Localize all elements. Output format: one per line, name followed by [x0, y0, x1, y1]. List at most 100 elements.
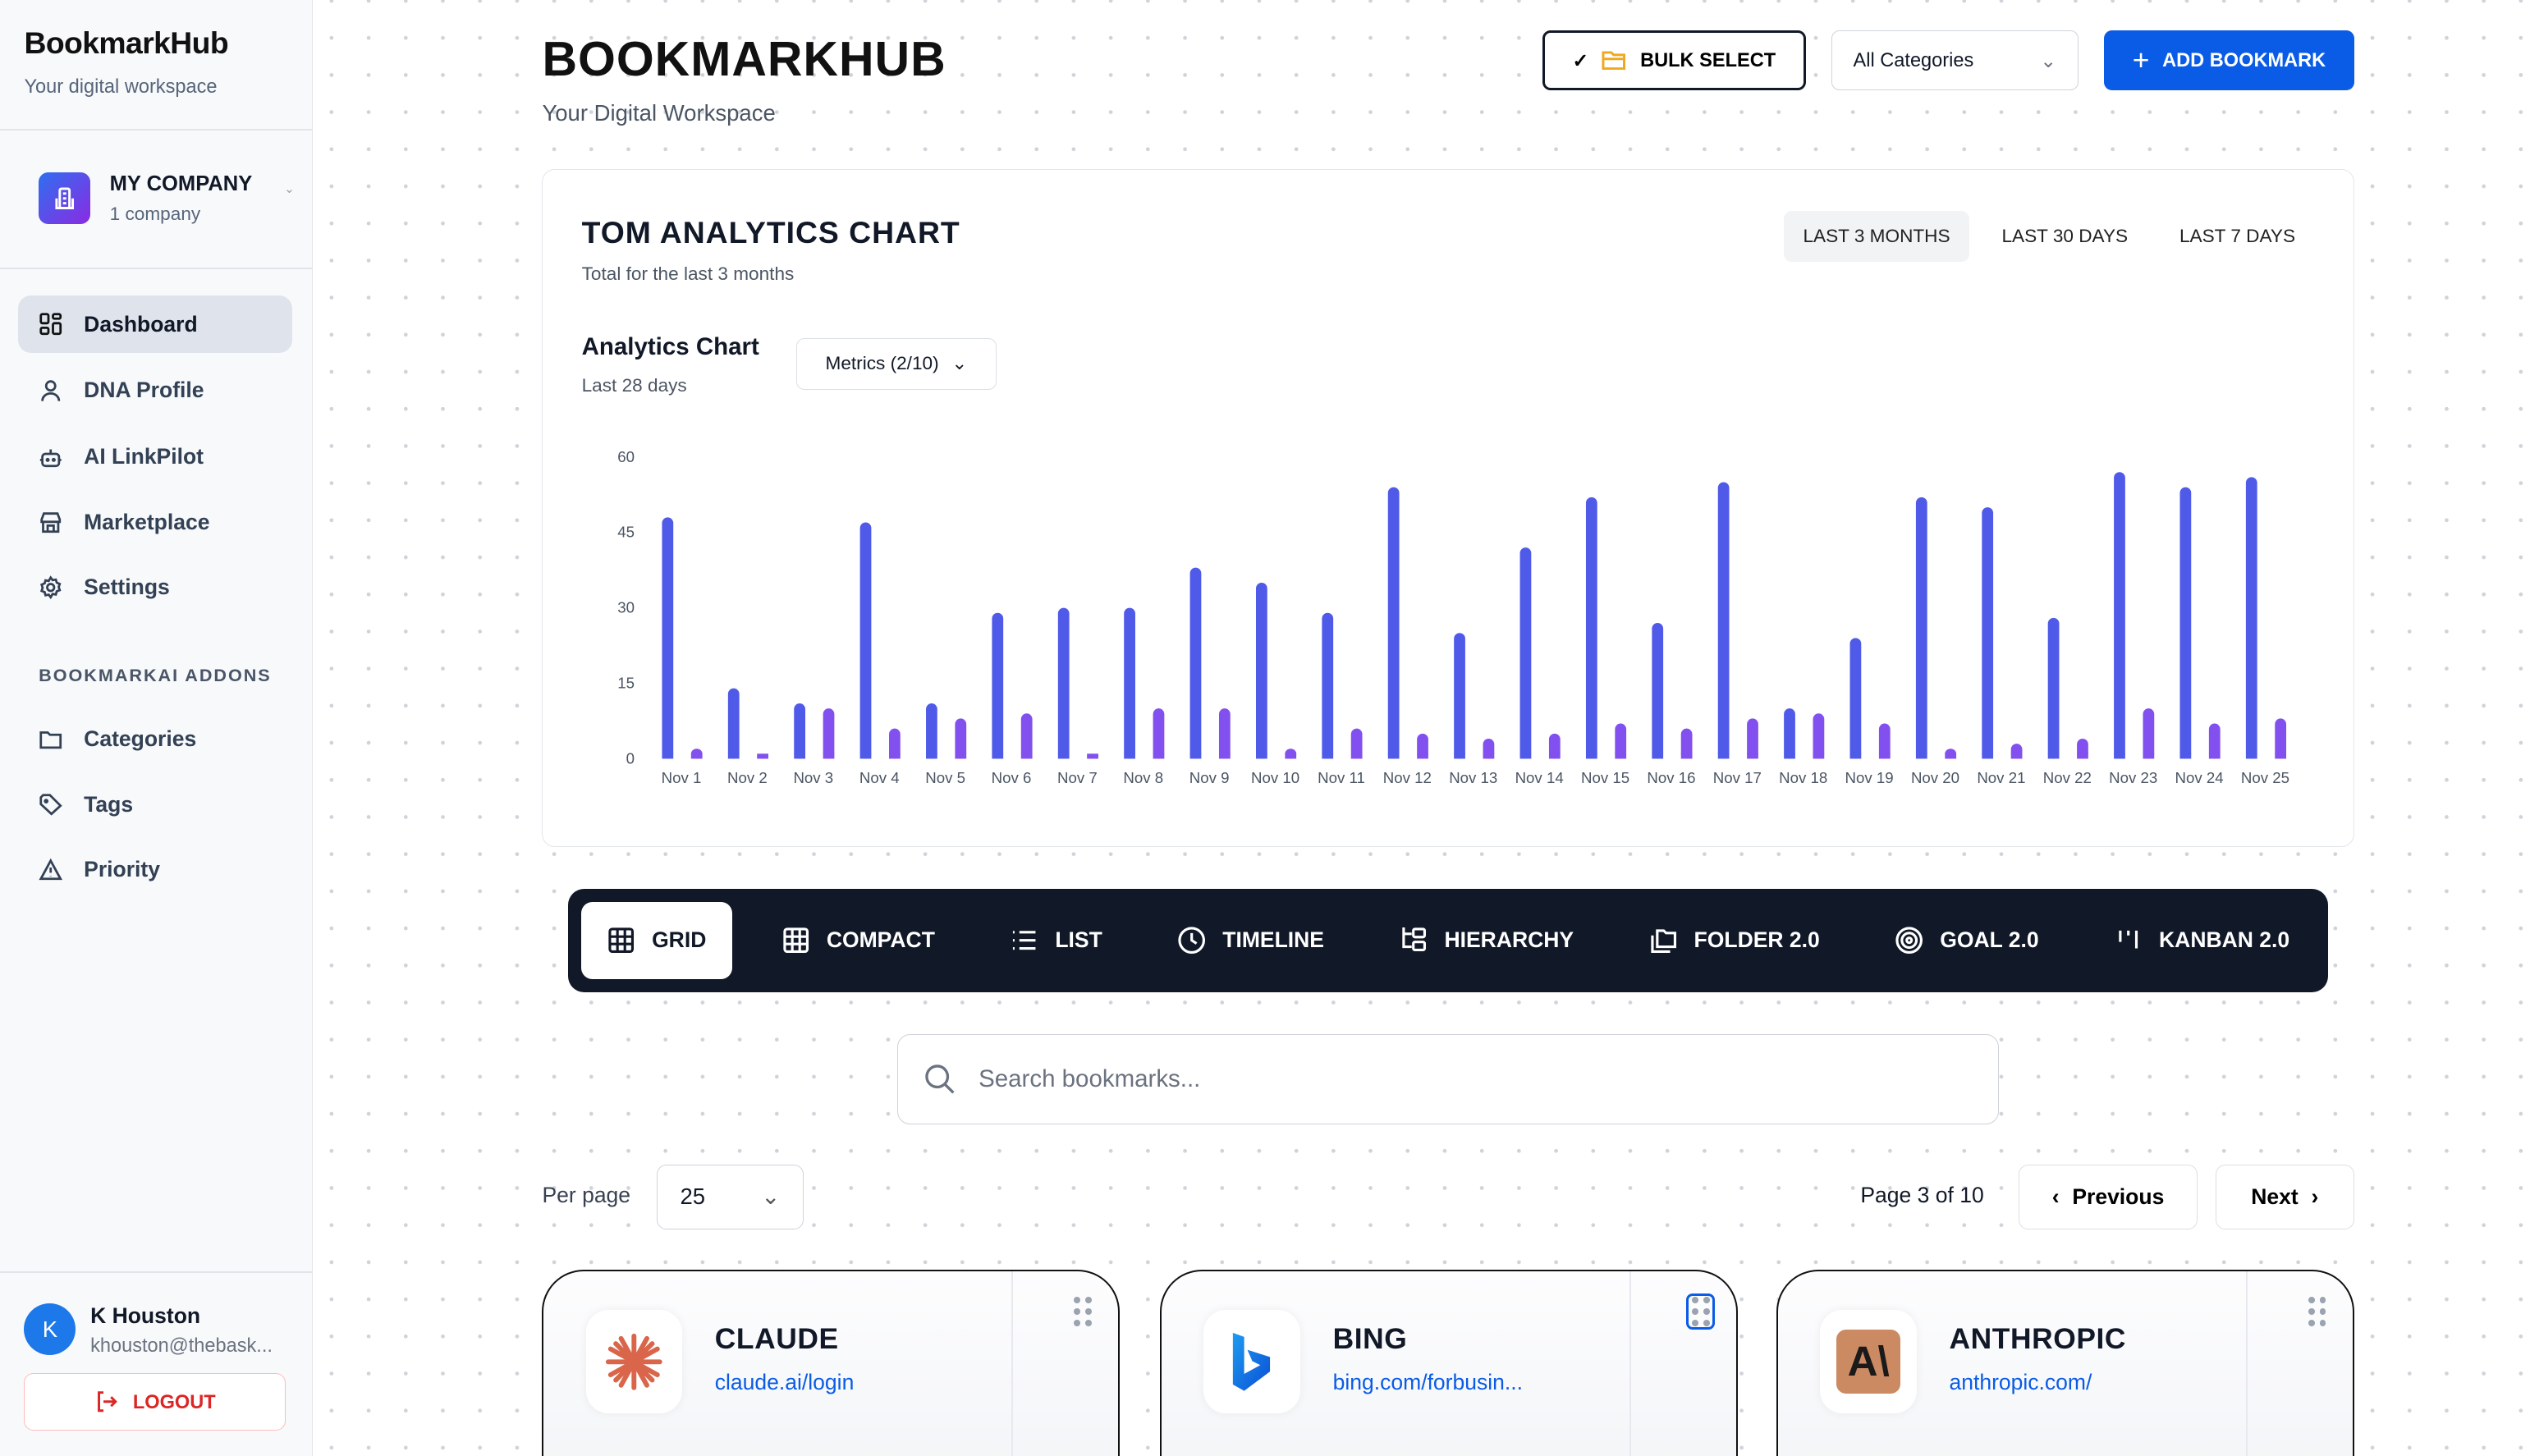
x-tick-label: Nov 19: [1845, 769, 1894, 786]
bar-series-2: [2209, 723, 2221, 759]
x-tick-label: Nov 6: [992, 769, 1032, 786]
avatar[interactable]: K: [24, 1303, 76, 1356]
bar-base: [691, 753, 704, 759]
list-icon: [1013, 931, 1036, 950]
analytics-card: TOM ANALYTICS CHART Total for the last 3…: [542, 169, 2354, 847]
bar-base: [1652, 753, 1664, 759]
bar-base: [1483, 753, 1495, 759]
tab-grid[interactable]: GRID: [580, 901, 732, 980]
grid-icon: [608, 927, 635, 954]
bookmark-name: BING: [1332, 1322, 1408, 1355]
tab-label: TIMELINE: [1222, 927, 1324, 953]
logout-icon: [97, 1391, 117, 1413]
bulk-select-label: BULK SELECT: [1640, 49, 1776, 71]
bookmark-url[interactable]: claude.ai/login: [714, 1369, 855, 1394]
bar-base: [662, 753, 674, 759]
x-tick-label: Nov 16: [1648, 769, 1696, 786]
tab-label: GRID: [652, 927, 707, 953]
bar-series-1: [2246, 477, 2258, 759]
sidebar-item-marketplace[interactable]: Marketplace: [18, 493, 292, 552]
bookmark-card[interactable]: CLAUDE claude.ai/login: [542, 1269, 1121, 1456]
bar-series-1: [794, 703, 806, 759]
analytics-subtitle: Total for the last 3 months: [581, 263, 795, 285]
per-page-value: 25: [680, 1184, 706, 1210]
bar-series-1: [860, 522, 872, 759]
company-count: 1 company: [109, 203, 201, 224]
sidebar-item-tags[interactable]: Tags: [18, 776, 292, 834]
logout-label: LOGOUT: [132, 1390, 216, 1413]
gear-icon: [40, 575, 62, 599]
tab-timeline[interactable]: TIMELINE: [1152, 902, 1350, 979]
bar-series-2: [1549, 734, 1561, 759]
bar-series-2: [1351, 729, 1363, 759]
y-tick-label: 30: [618, 599, 635, 616]
bookmark-name: CLAUDE: [714, 1322, 839, 1355]
x-tick-label: Nov 14: [1515, 769, 1564, 786]
sidebar-item-settings[interactable]: Settings: [18, 558, 292, 616]
x-tick-label: Nov 25: [2241, 769, 2289, 786]
bar-base: [1388, 753, 1400, 759]
per-page-select[interactable]: 25 ⌄: [656, 1165, 804, 1229]
bookmark-url[interactable]: anthropic.com/: [1949, 1369, 2092, 1394]
tab-hierarchy[interactable]: HIERARCHY: [1373, 902, 1600, 979]
add-bookmark-button[interactable]: + ADD BOOKMARK: [2104, 30, 2354, 91]
sidebar-item-label: Tags: [84, 792, 134, 817]
tab-label: KANBAN 2.0: [2159, 927, 2290, 953]
drag-handle-icon[interactable]: [1686, 1293, 1716, 1330]
sidebar-item-priority[interactable]: Priority: [18, 840, 292, 899]
bookmark-card[interactable]: A\ ANTHROPIC anthropic.com/: [1776, 1269, 2354, 1456]
bookmark-url[interactable]: bing.com/forbusin...: [1332, 1369, 1523, 1394]
bar-base: [1256, 753, 1268, 759]
bulk-select-button[interactable]: ✓ BULK SELECT: [1542, 30, 1806, 91]
bar-base: [1879, 753, 1891, 759]
logout-button[interactable]: LOGOUT: [24, 1372, 286, 1431]
drag-handle-icon[interactable]: [2303, 1293, 2331, 1329]
tab-kanban-2[interactable]: KANBAN 2.0: [2088, 902, 2316, 979]
bar-series-1: [2048, 618, 2060, 759]
folder-open-icon: [1602, 51, 1625, 70]
previous-button[interactable]: ‹ Previous: [2018, 1165, 2198, 1229]
tab-goal-2[interactable]: GOAL 2.0: [1869, 902, 2065, 979]
bar-base: [1681, 753, 1693, 759]
bar-series-1: [2114, 472, 2126, 759]
bar-base: [2246, 753, 2258, 759]
bar-base: [1351, 753, 1363, 759]
sidebar-item-label: Priority: [84, 856, 161, 881]
search-input[interactable]: [979, 1065, 1999, 1093]
sidebar-item-label: Marketplace: [84, 510, 210, 535]
metrics-label: Metrics (2/10): [825, 353, 939, 374]
sidebar-item-label: Settings: [84, 574, 170, 599]
bar-series-1: [1718, 482, 1730, 759]
sidebar-item-ai-linkpilot[interactable]: AI LinkPilot: [18, 428, 292, 486]
folders-icon: [1650, 929, 1676, 954]
bar-series-2: [1681, 729, 1693, 759]
chevron-down-icon: ⌄: [283, 182, 296, 197]
bar-series-1: [1256, 583, 1268, 759]
tab-last-7-days[interactable]: LAST 7 DAYS: [2179, 225, 2296, 246]
metrics-dropdown[interactable]: Metrics (2/10) ⌄: [796, 337, 997, 390]
x-tick-label: Nov 22: [2043, 769, 2092, 786]
bar-series-1: [1322, 613, 1334, 759]
x-tick-label: Nov 12: [1383, 769, 1432, 786]
tab-label: LIST: [1055, 927, 1102, 953]
dashboard-icon: [39, 313, 62, 336]
bar-base: [823, 753, 835, 759]
user-icon: [41, 380, 61, 401]
bar-base: [2048, 753, 2060, 759]
tab-list[interactable]: LIST: [984, 902, 1128, 979]
bar-series-2: [1813, 713, 1825, 759]
tab-compact[interactable]: COMPACT: [755, 902, 960, 979]
next-button[interactable]: Next ›: [2215, 1165, 2354, 1229]
tab-last-30-days[interactable]: LAST 30 DAYS: [2001, 225, 2129, 246]
sidebar-item-dna-profile[interactable]: DNA Profile: [18, 361, 292, 419]
bar-base: [728, 753, 740, 759]
sidebar-item-categories[interactable]: Categories: [18, 710, 292, 768]
bar-series-1: [1190, 568, 1202, 759]
bookmark-card[interactable]: BING bing.com/forbusin...: [1160, 1269, 1738, 1456]
drag-handle-icon[interactable]: [1068, 1293, 1097, 1329]
tab-folder-2[interactable]: FOLDER 2.0: [1623, 902, 1845, 979]
tab-last-3-months[interactable]: LAST 3 MONTHS: [1783, 210, 1970, 263]
bar-series-1: [2179, 488, 2192, 759]
category-select[interactable]: All Categories ⌄: [1831, 30, 2079, 91]
sidebar-item-dashboard[interactable]: Dashboard: [17, 295, 292, 354]
